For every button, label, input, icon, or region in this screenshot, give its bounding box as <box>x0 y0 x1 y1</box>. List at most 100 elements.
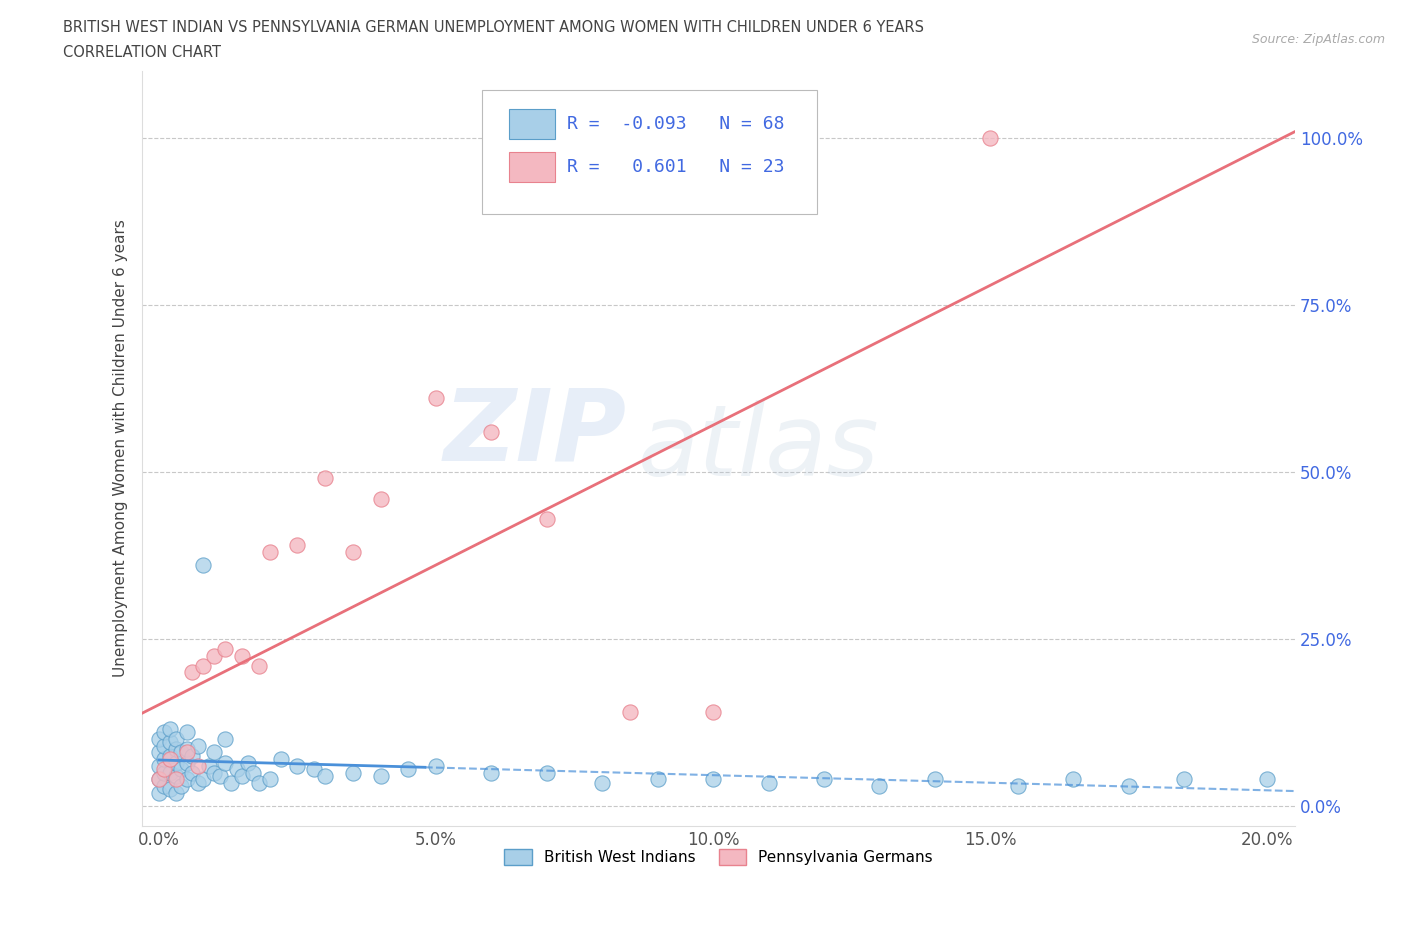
Point <box>153 762 176 777</box>
Text: R =   0.601   N = 23: R = 0.601 N = 23 <box>567 158 785 176</box>
Point <box>481 765 503 780</box>
Point <box>302 762 325 777</box>
Bar <box>509 109 555 139</box>
Text: BRITISH WEST INDIAN VS PENNSYLVANIA GERMAN UNEMPLOYMENT AMONG WOMEN WITH CHILDRE: BRITISH WEST INDIAN VS PENNSYLVANIA GERM… <box>63 20 924 35</box>
Point <box>1256 772 1278 787</box>
Point <box>247 775 270 790</box>
Point <box>425 391 447 405</box>
Point <box>170 745 193 760</box>
Point <box>153 751 176 766</box>
Point <box>259 545 281 560</box>
Point <box>176 742 198 757</box>
Point <box>225 762 247 777</box>
Text: atlas: atlas <box>638 400 880 497</box>
Point <box>198 759 221 774</box>
Point <box>868 778 890 793</box>
Point <box>231 648 253 663</box>
Point <box>236 755 259 770</box>
Point <box>1007 778 1029 793</box>
Point <box>187 759 209 774</box>
Legend: British West Indians, Pennsylvania Germans: British West Indians, Pennsylvania Germa… <box>498 843 939 871</box>
Point <box>270 751 292 766</box>
Point <box>181 749 204 764</box>
Point <box>287 759 309 774</box>
Point <box>370 768 392 783</box>
Point <box>170 778 193 793</box>
Point <box>287 538 309 552</box>
Text: Source: ZipAtlas.com: Source: ZipAtlas.com <box>1251 33 1385 46</box>
Point <box>208 768 231 783</box>
Point <box>148 745 170 760</box>
Text: ZIP: ZIP <box>443 385 627 482</box>
Point <box>148 759 170 774</box>
Point <box>165 755 187 770</box>
Point <box>314 768 336 783</box>
Point <box>247 658 270 673</box>
Point <box>619 705 641 720</box>
Point <box>153 765 176 780</box>
Point <box>702 705 724 720</box>
Point <box>165 742 187 757</box>
Point <box>214 755 236 770</box>
Point <box>159 722 181 737</box>
Point <box>231 768 253 783</box>
Point <box>148 732 170 747</box>
Point <box>159 735 181 750</box>
Point <box>170 762 193 777</box>
Point <box>176 755 198 770</box>
Point <box>591 775 613 790</box>
Point <box>370 491 392 506</box>
Point <box>758 775 780 790</box>
Point <box>214 642 236 657</box>
Point <box>425 759 447 774</box>
Point <box>165 785 187 800</box>
Point <box>153 738 176 753</box>
Point <box>176 725 198 740</box>
Point <box>219 775 242 790</box>
Point <box>176 745 198 760</box>
Point <box>181 665 204 680</box>
Point <box>202 745 225 760</box>
Point <box>536 512 558 526</box>
Point <box>214 732 236 747</box>
Point <box>536 765 558 780</box>
Point <box>165 732 187 747</box>
Bar <box>509 152 555 182</box>
Point <box>176 772 198 787</box>
Point <box>148 785 170 800</box>
Point <box>202 765 225 780</box>
Point <box>153 725 176 740</box>
Point <box>1062 772 1084 787</box>
Point <box>193 658 215 673</box>
Point <box>193 558 215 573</box>
Point <box>481 424 503 439</box>
Point <box>193 772 215 787</box>
Point <box>159 782 181 797</box>
Point <box>159 749 181 764</box>
Point <box>396 762 419 777</box>
Y-axis label: Unemployment Among Women with Children Under 6 years: Unemployment Among Women with Children U… <box>114 219 128 677</box>
Point <box>342 765 364 780</box>
Point <box>187 775 209 790</box>
Point <box>187 738 209 753</box>
Point <box>314 471 336 485</box>
Point <box>181 765 204 780</box>
FancyBboxPatch shape <box>482 89 817 214</box>
Point <box>702 772 724 787</box>
Point <box>159 765 181 780</box>
Point <box>1173 772 1195 787</box>
Point <box>153 778 176 793</box>
Point <box>813 772 835 787</box>
Point <box>242 765 264 780</box>
Point <box>924 772 946 787</box>
Point <box>342 545 364 560</box>
Point <box>647 772 669 787</box>
Point <box>202 648 225 663</box>
Point <box>1118 778 1140 793</box>
Point <box>148 772 170 787</box>
Point <box>259 772 281 787</box>
Point <box>148 772 170 787</box>
Text: CORRELATION CHART: CORRELATION CHART <box>63 45 221 60</box>
Point <box>165 772 187 787</box>
Point <box>159 751 181 766</box>
